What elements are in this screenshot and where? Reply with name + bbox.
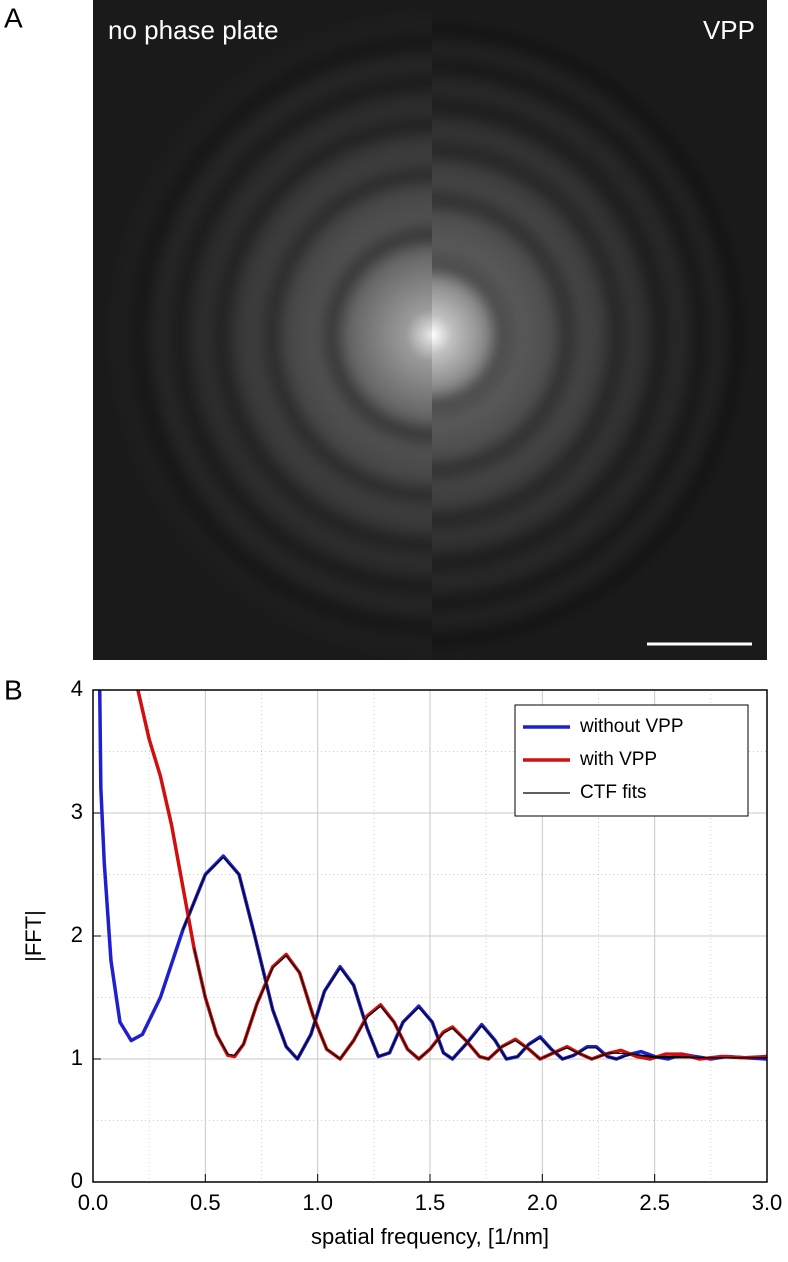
plot-frame xyxy=(92,689,768,1183)
y-tick-label: 1 xyxy=(71,1045,83,1070)
legend-label: without VPP xyxy=(579,716,684,737)
legend-label: CTF fits xyxy=(580,782,647,803)
y-tick-label: 4 xyxy=(71,676,83,701)
y-tick-label: 2 xyxy=(71,922,83,947)
fft-left xyxy=(93,0,432,660)
y-tick-label: 0 xyxy=(71,1168,83,1193)
x-tick-label: 2.5 xyxy=(639,1190,670,1215)
image-label: no phase plate xyxy=(108,15,279,45)
x-axis-label: spatial frequency, [1/nm] xyxy=(311,1224,549,1249)
x-tick-label: 1.0 xyxy=(302,1190,333,1215)
rings-left xyxy=(132,35,432,635)
panel-label: B xyxy=(4,674,23,705)
rings-right xyxy=(432,22,745,648)
plot-area xyxy=(97,690,767,1061)
x-tick-label: 0.5 xyxy=(190,1190,221,1215)
panel-label: A xyxy=(4,2,23,33)
image-panel: A no phase plate VPP xyxy=(4,0,767,660)
data-line xyxy=(182,856,767,1060)
x-tick-label: 3.0 xyxy=(752,1190,783,1215)
image-label: VPP xyxy=(703,15,755,45)
x-tick-label: 1.5 xyxy=(415,1190,446,1215)
x-tick-label: 2.0 xyxy=(527,1190,558,1215)
data-line xyxy=(193,948,767,1060)
y-tick-label: 3 xyxy=(71,799,83,824)
y-axis-label: |FFT| xyxy=(21,910,46,962)
legend-label: with VPP xyxy=(579,749,657,770)
x-tick-label: 0.0 xyxy=(78,1190,109,1215)
